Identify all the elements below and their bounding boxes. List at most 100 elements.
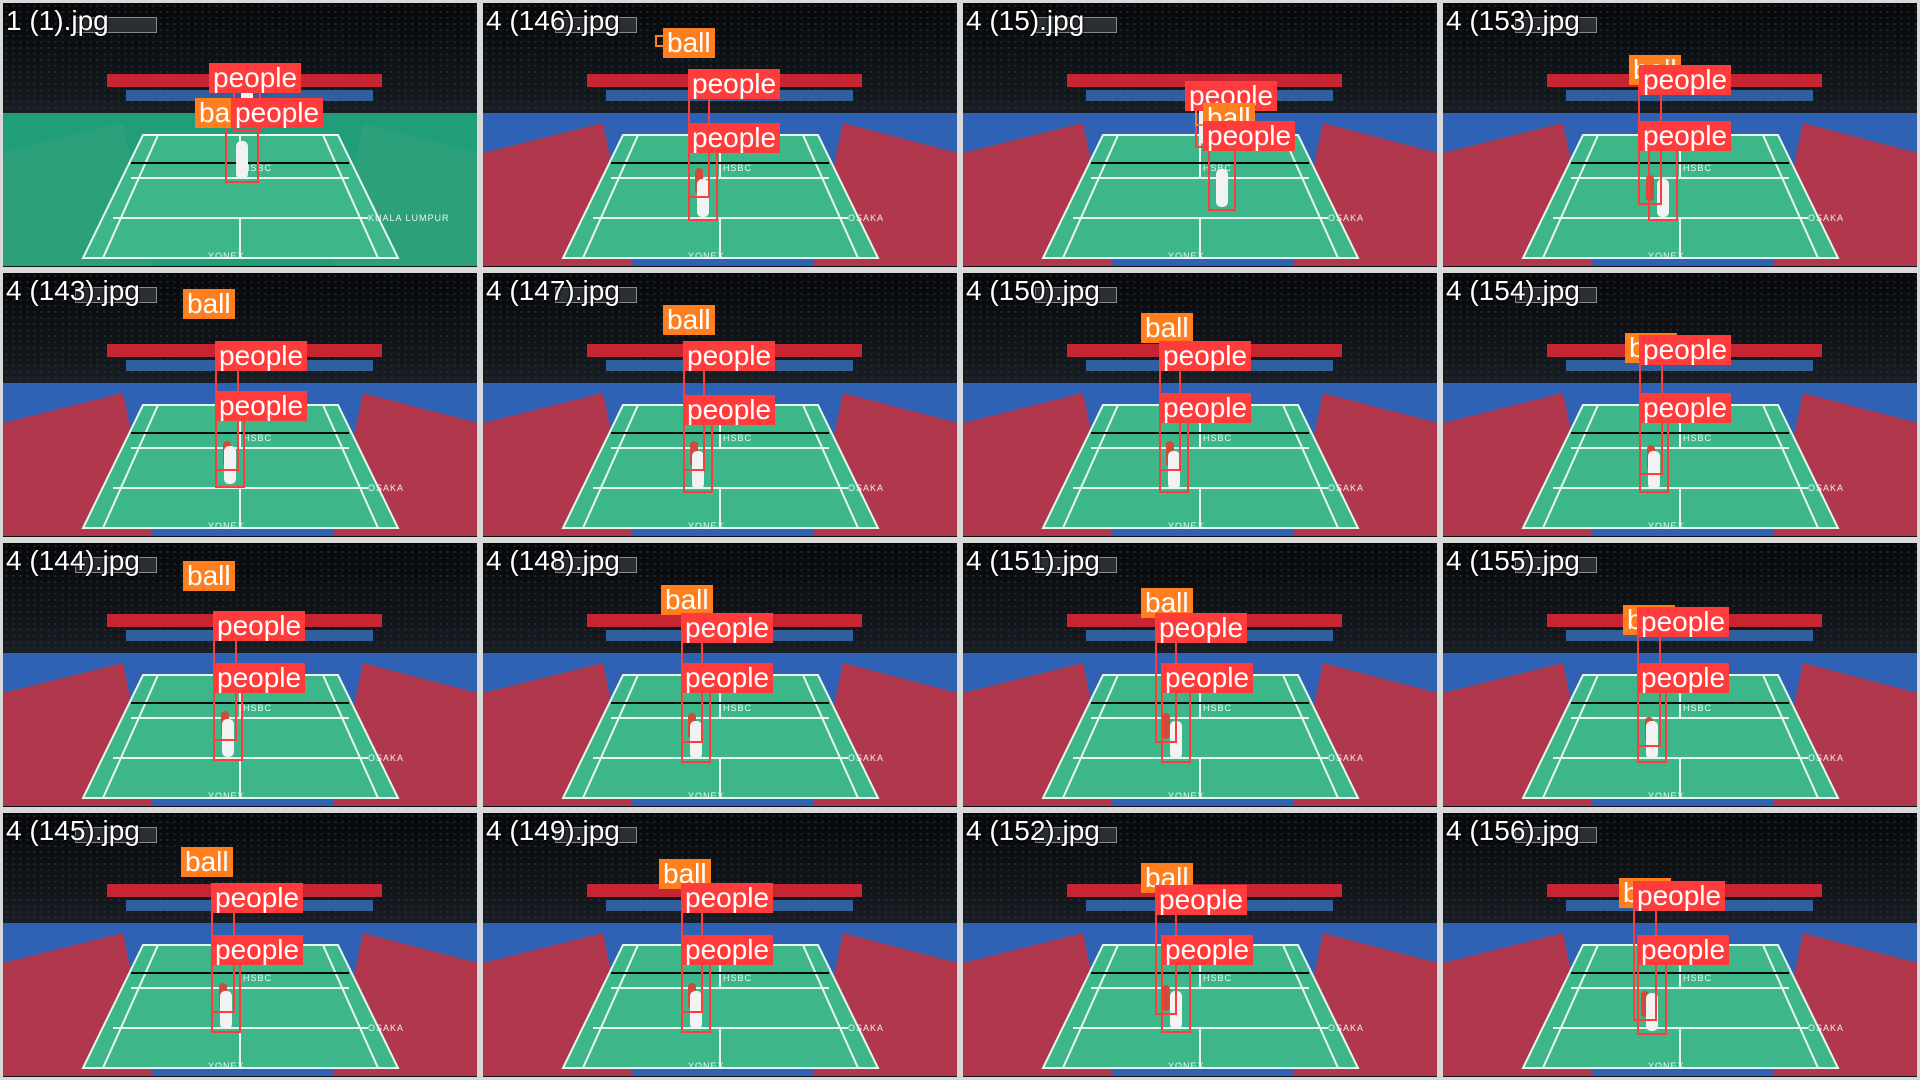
people-detection-label: people xyxy=(1637,663,1730,693)
thumbnail-tile[interactable]: YONEX HSBC OSAKA 4 (149).jpg ball people p… xyxy=(483,813,957,1077)
thumbnail-tile[interactable]: YONEX HSBC OSAKA 4 (144).jpg ball people p… xyxy=(3,543,477,807)
thumbnail-tile[interactable]: YONEX HSBC OSAKA 4 (156).jpg ballpeoplep… xyxy=(1443,813,1917,1077)
brand-yonex: YONEX xyxy=(208,521,245,531)
people-detection-label: people xyxy=(211,883,304,913)
brand-osaka: OSAKA xyxy=(1808,1023,1845,1033)
court-scene xyxy=(1443,923,1917,1076)
thumbnail-tile[interactable]: YONEX HSBC OSAKA 4 (151).jpg ball people p… xyxy=(963,543,1437,807)
brand-hsbc: HSBC xyxy=(723,973,753,983)
image-filename: 4 (149).jpg xyxy=(486,815,620,846)
brand-osaka: OSAKA xyxy=(848,1023,885,1033)
people-detection-label: people xyxy=(1637,935,1730,965)
player-figure xyxy=(1646,721,1658,759)
brand-hsbc: HSBC xyxy=(1203,433,1233,443)
thumbnail-tile[interactable]: YONEX HSBC OSAKA 4 (148).jpg ball people p… xyxy=(483,543,957,807)
brand-kuala-lumpur: KUALA LUMPUR xyxy=(368,213,450,223)
brand-osaka: OSAKA xyxy=(1808,213,1845,223)
player-figure xyxy=(690,991,702,1029)
people-detection-label: people xyxy=(1203,121,1296,151)
score-overlay xyxy=(1035,17,1117,33)
score-overlay xyxy=(555,557,637,573)
ball-detection-label: ball xyxy=(181,847,233,877)
court-scene xyxy=(1443,653,1917,806)
brand-osaka: OSAKA xyxy=(848,213,885,223)
image-filename: 4 (155).jpg xyxy=(1446,545,1580,576)
court-scene xyxy=(963,653,1437,806)
people-detection-label: people xyxy=(1633,881,1726,911)
people-detection-label: people xyxy=(1639,121,1732,151)
court-scene xyxy=(963,923,1437,1076)
thumbnail-tile[interactable]: YONEX HSBC OSAKA 4 (143).jpg ball people p… xyxy=(3,273,477,537)
people-detection-label: people xyxy=(681,613,774,643)
brand-yonex: YONEX xyxy=(1168,1061,1205,1071)
brand-yonex: YONEX xyxy=(688,791,725,801)
player-figure xyxy=(1641,991,1649,1017)
ball-detection-label: ball xyxy=(183,289,235,319)
score-overlay xyxy=(75,827,157,843)
brand-hsbc: HSBC xyxy=(1203,163,1233,173)
people-detection-label: people xyxy=(681,663,774,693)
court-scene xyxy=(483,383,957,536)
court-scene xyxy=(483,653,957,806)
court-scene xyxy=(963,383,1437,536)
brand-hsbc: HSBC xyxy=(243,703,273,713)
brand-yonex: YONEX xyxy=(1648,791,1685,801)
score-overlay xyxy=(555,17,637,33)
thumbnail-tile[interactable]: YONEX HSBC OSAKA 4 (153).jpg ballpeoplep… xyxy=(1443,3,1917,267)
ball-detection-label: ball xyxy=(661,585,713,615)
brand-osaka: OSAKA xyxy=(1808,753,1845,763)
thumbnail-tile[interactable]: YONEX HSBC OSAKA 4 (15).jpg people ball pe… xyxy=(963,3,1437,267)
brand-hsbc: HSBC xyxy=(723,163,753,173)
thumbnail-tile[interactable]: YONEX HSBC OSAKA 4 (145).jpg ball people p… xyxy=(3,813,477,1077)
score-overlay xyxy=(1515,17,1597,33)
brand-hsbc: HSBC xyxy=(1683,703,1713,713)
score-overlay xyxy=(555,287,637,303)
ball-detection-label: ball xyxy=(663,28,715,58)
court-scene xyxy=(3,923,477,1076)
people-detection-label: people xyxy=(1155,613,1248,643)
people-detection-label: people xyxy=(1161,935,1254,965)
people-detection-label: people xyxy=(681,935,774,965)
player-figure xyxy=(222,719,234,757)
brand-osaka: OSAKA xyxy=(368,1023,405,1033)
brand-hsbc: HSBC xyxy=(1683,973,1713,983)
image-filename: 4 (145).jpg xyxy=(6,815,140,846)
thumbnail-tile[interactable]: YONEX HSBC OSAKA 4 (154).jpg ballpeoplep… xyxy=(1443,273,1917,537)
brand-hsbc: HSBC xyxy=(243,433,273,443)
score-overlay xyxy=(1515,827,1597,843)
court-scene xyxy=(483,923,957,1076)
court-scene xyxy=(3,383,477,536)
thumbnail-tile[interactable]: YONEX HSBC OSAKA 4 (150).jpg ball people p… xyxy=(963,273,1437,537)
player-figure xyxy=(690,721,702,759)
people-detection-label: people xyxy=(1159,393,1252,423)
score-overlay xyxy=(1035,557,1117,573)
thumbnail-tile[interactable]: YONEX HSBC OSAKA 4 (152).jpg ball people p… xyxy=(963,813,1437,1077)
brand-hsbc: HSBC xyxy=(1683,433,1713,443)
brand-osaka: OSAKA xyxy=(368,753,405,763)
image-filename: 4 (15).jpg xyxy=(966,5,1085,36)
brand-osaka: OSAKA xyxy=(848,753,885,763)
player-figure xyxy=(697,179,709,217)
score-overlay xyxy=(555,827,637,843)
brand-yonex: YONEX xyxy=(1168,791,1205,801)
brand-yonex: YONEX xyxy=(688,1061,725,1071)
image-filename: 1 (1).jpg xyxy=(6,5,109,36)
thumbnail-tile[interactable]: YONEX HSBC OSAKA 4 (147).jpg ball people p… xyxy=(483,273,957,537)
people-detection-label: people xyxy=(209,63,302,93)
ball-detection-label: ball xyxy=(663,305,715,335)
score-overlay xyxy=(1515,557,1597,573)
people-detection-label: people xyxy=(688,69,781,99)
thumbnail-tile[interactable]: YONEX HSBC OSAKA 4 (146).jpg ball people p… xyxy=(483,3,957,267)
thumbnail-tile[interactable]: YONEX HSBC KUALA LUMPUR 1 (1).jpg people… xyxy=(3,3,477,267)
people-detection-label: people xyxy=(683,395,776,425)
player-figure xyxy=(1216,169,1228,207)
people-detection-label: people xyxy=(1639,335,1732,365)
thumbnail-tile[interactable]: YONEX HSBC OSAKA 4 (155).jpg ballpeoplep… xyxy=(1443,543,1917,807)
court-scene xyxy=(1443,383,1917,536)
image-filename: 4 (150).jpg xyxy=(966,275,1100,306)
image-filename: 4 (143).jpg xyxy=(6,275,140,306)
people-detection-label: people xyxy=(688,123,781,153)
people-detection-label: people xyxy=(1159,341,1252,371)
image-filename: 4 (151).jpg xyxy=(966,545,1100,576)
people-detection-label: people xyxy=(1639,393,1732,423)
